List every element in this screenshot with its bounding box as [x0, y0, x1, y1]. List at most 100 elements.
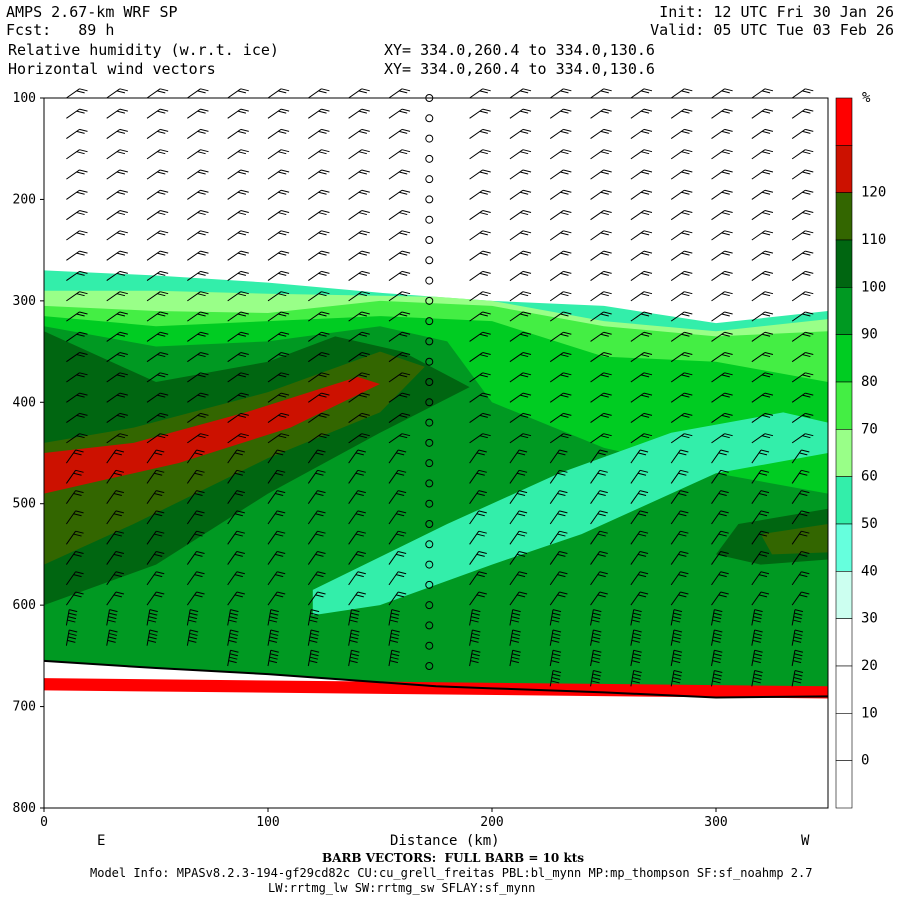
- wind-barb: [227, 490, 245, 505]
- wind-barb: [469, 469, 487, 484]
- wind-barb: [308, 108, 330, 119]
- wind-barb: [630, 210, 653, 221]
- colorbar-bin: [835, 381, 853, 430]
- wind-barb: [670, 469, 689, 484]
- y-tick-label: 800: [13, 801, 36, 816]
- wind-barb: [66, 291, 88, 302]
- rh-patch-100-4: [760, 524, 828, 555]
- wind-barb: [307, 490, 326, 505]
- wind-barb: [630, 392, 653, 403]
- wind-barb: [308, 169, 330, 180]
- wind-barb: [227, 372, 249, 383]
- wind-barb: [630, 591, 649, 606]
- wind-barb: [146, 250, 169, 261]
- wind-barb: [791, 189, 814, 200]
- field-label-rh: Relative humidity (w.r.t. ice): [8, 41, 279, 59]
- wind-barb: [509, 469, 528, 484]
- wind-barb: [670, 490, 689, 505]
- model-title: AMPS 2.67-km WRF SP: [6, 3, 178, 21]
- wind-barb: [509, 392, 532, 403]
- wind-barb: [469, 270, 491, 281]
- wind-barb: [791, 591, 810, 606]
- wind-barb: [549, 210, 572, 221]
- wind-barb: [308, 210, 330, 221]
- wind-barb: [106, 108, 128, 119]
- wind-barb: [630, 128, 653, 139]
- wind-barb: [791, 490, 810, 505]
- wind-barb: [630, 550, 649, 565]
- wind-barb: [549, 469, 568, 484]
- wind-barb: [630, 250, 653, 261]
- wind-barb: [549, 490, 568, 505]
- wind-barb: [791, 550, 810, 565]
- wind-barb: [146, 128, 169, 139]
- wind-barb: [186, 510, 205, 525]
- wind-barb: [348, 629, 360, 646]
- wind-barb: [267, 149, 290, 160]
- wind-barb: [670, 591, 689, 606]
- wind-barb: [590, 169, 612, 180]
- wind-barb: [348, 88, 370, 99]
- wind-barb: [630, 490, 649, 505]
- y-tick-label: 700: [13, 700, 36, 715]
- wind-barb: [590, 510, 608, 525]
- wind-barb: [267, 629, 279, 646]
- wind-barb: [751, 311, 774, 322]
- wind-barb: [106, 189, 128, 200]
- wind-barb: [348, 291, 370, 302]
- wind-barb: [308, 291, 330, 302]
- wind-barb: [791, 649, 804, 667]
- wind-barb: [791, 250, 814, 261]
- wind-barb: [711, 352, 733, 363]
- wind-barb: [791, 108, 814, 119]
- colorbar-label: 50: [861, 516, 878, 532]
- wind-barb: [388, 649, 400, 667]
- wind-barb: [348, 571, 366, 586]
- wind-barb: [146, 571, 165, 586]
- field-label-wind: Horizontal wind vectors: [8, 60, 216, 78]
- wind-barb: [227, 591, 245, 606]
- wind-barb: [106, 412, 128, 423]
- wind-barb: [388, 311, 411, 322]
- wind-barb: [791, 352, 814, 363]
- wind-barb: [267, 270, 290, 281]
- wind-barb: [711, 210, 733, 221]
- wind-barb: [388, 449, 407, 464]
- wind-barb: [187, 210, 209, 221]
- wind-barb: [308, 412, 330, 423]
- wind-barb: [469, 609, 481, 626]
- wind-barb: [267, 449, 286, 464]
- wind-barb: [388, 189, 411, 200]
- wind-barb: [549, 591, 568, 606]
- wind-barb: [469, 189, 491, 200]
- x-tick-label: 300: [704, 815, 727, 830]
- wind-barb: [751, 392, 774, 403]
- wind-barb: [106, 270, 128, 281]
- wind-barb: [590, 571, 608, 586]
- wind-barb: [509, 510, 528, 525]
- wind-barb: [227, 352, 249, 363]
- colorbar-unit: %: [862, 90, 871, 106]
- wind-barb: [425, 601, 434, 610]
- wind-barb: [267, 352, 290, 363]
- wind-barb: [711, 88, 733, 99]
- wind-barb: [146, 392, 169, 403]
- wind-barb: [549, 169, 572, 180]
- wind-barb: [146, 510, 165, 525]
- wind-barb: [348, 649, 360, 667]
- wind-barb: [186, 550, 205, 565]
- colorbar-bin: [835, 429, 853, 477]
- wind-barb: [425, 662, 434, 670]
- wind-barb: [307, 629, 320, 646]
- wind-barb: [751, 128, 774, 139]
- wind-barb: [187, 250, 209, 261]
- wind-barb: [670, 149, 693, 160]
- colorbar-bin: [835, 97, 853, 146]
- wind-barb: [791, 530, 810, 545]
- wind-barb: [791, 128, 814, 139]
- wind-barb: [590, 530, 608, 545]
- wind-barb: [751, 88, 774, 99]
- wind-barb: [307, 530, 326, 545]
- wind-barb: [307, 591, 326, 606]
- colorbar-label: 120: [861, 185, 886, 201]
